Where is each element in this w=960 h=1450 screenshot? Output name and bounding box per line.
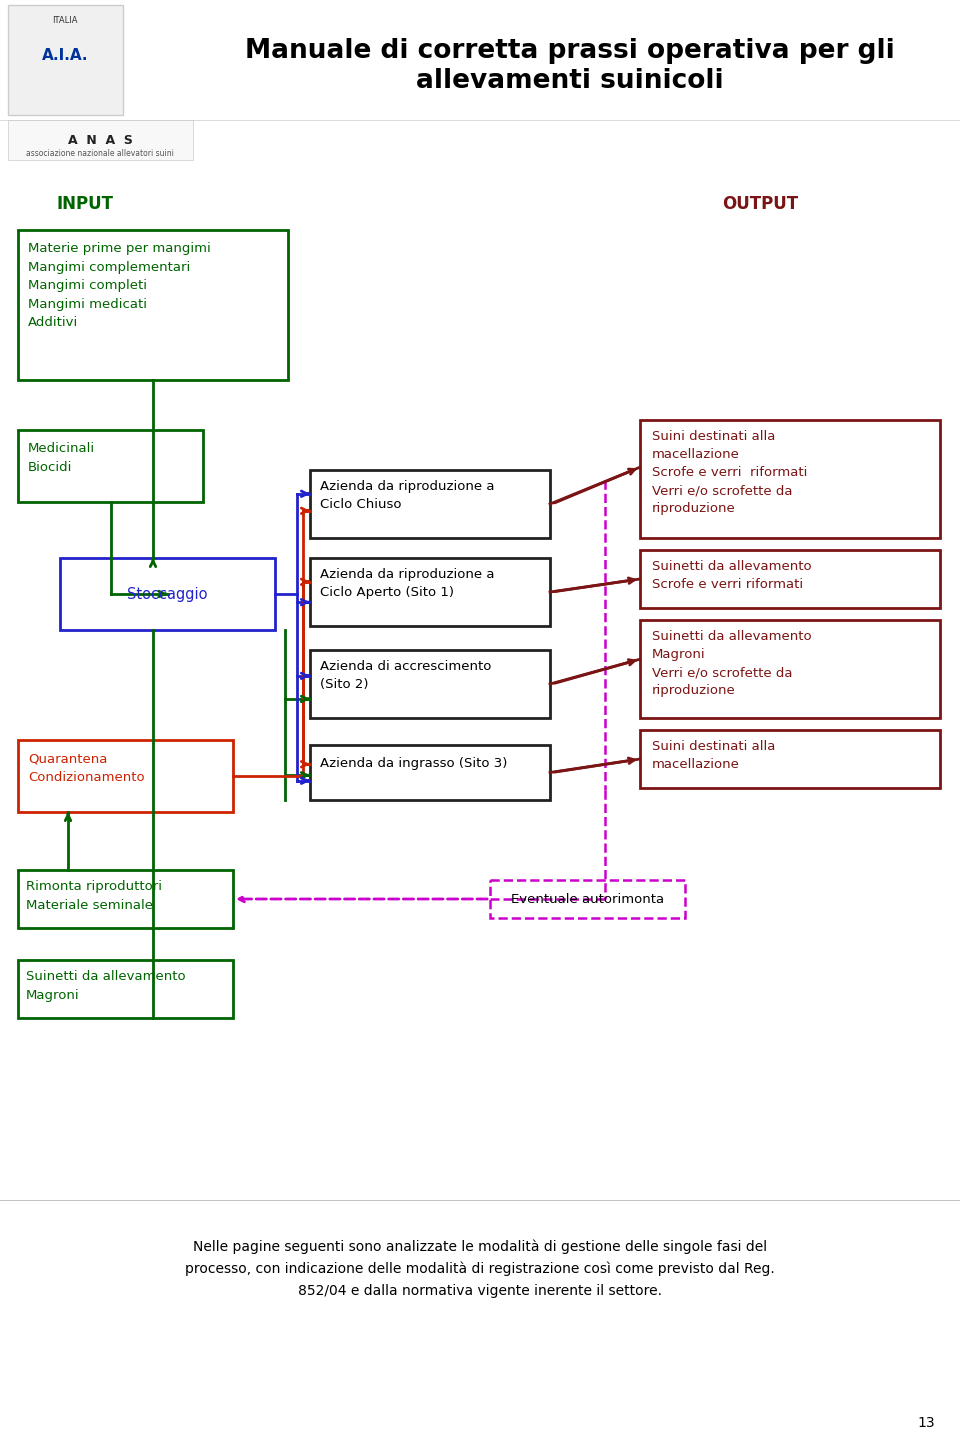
- Text: Medicinali
Biocidi: Medicinali Biocidi: [28, 442, 95, 474]
- Bar: [18, 740, 233, 812]
- Bar: [18, 960, 233, 1018]
- Text: Azienda da ingrasso (Sito 3): Azienda da ingrasso (Sito 3): [320, 757, 508, 770]
- Text: INPUT: INPUT: [57, 194, 113, 213]
- Bar: [18, 231, 288, 380]
- Text: Manuale di corretta prassi operativa per gli: Manuale di corretta prassi operativa per…: [245, 38, 895, 64]
- Text: Nelle pagine seguenti sono analizzate le modalità di gestione delle singole fasi: Nelle pagine seguenti sono analizzate le…: [185, 1240, 775, 1298]
- Bar: [640, 420, 940, 538]
- Bar: [8, 120, 193, 160]
- Text: OUTPUT: OUTPUT: [722, 194, 798, 213]
- Text: Rimonta riproduttori
Materiale seminale: Rimonta riproduttori Materiale seminale: [26, 880, 162, 912]
- Text: Suinetti da allevamento
Magroni
Verri e/o scrofette da
riproduzione: Suinetti da allevamento Magroni Verri e/…: [652, 629, 811, 697]
- Text: Stoccaggio: Stoccaggio: [128, 586, 207, 602]
- Text: Quarantena
Condizionamento: Quarantena Condizionamento: [28, 753, 145, 783]
- Text: Suinetti da allevamento
Magroni: Suinetti da allevamento Magroni: [26, 970, 185, 1002]
- Bar: [490, 880, 685, 918]
- Bar: [640, 621, 940, 718]
- Bar: [18, 431, 203, 502]
- Bar: [310, 745, 550, 800]
- Text: Azienda da riproduzione a
Ciclo Aperto (Sito 1): Azienda da riproduzione a Ciclo Aperto (…: [320, 568, 494, 599]
- Text: Suini destinati alla
macellazione: Suini destinati alla macellazione: [652, 740, 776, 771]
- Text: associazione nazionale allevatori suini: associazione nazionale allevatori suini: [26, 148, 174, 158]
- Bar: [310, 470, 550, 538]
- Text: Azienda da riproduzione a
Ciclo Chiuso: Azienda da riproduzione a Ciclo Chiuso: [320, 480, 494, 510]
- Bar: [310, 558, 550, 626]
- Bar: [18, 870, 233, 928]
- Bar: [640, 729, 940, 787]
- Text: ITALIA: ITALIA: [52, 16, 78, 25]
- Bar: [60, 558, 275, 629]
- Text: A.I.A.: A.I.A.: [41, 48, 88, 62]
- Text: Suinetti da allevamento
Scrofe e verri riformati: Suinetti da allevamento Scrofe e verri r…: [652, 560, 811, 592]
- Text: Azienda di accrescimento
(Sito 2): Azienda di accrescimento (Sito 2): [320, 660, 492, 692]
- Text: Eventuale autorimonta: Eventuale autorimonta: [511, 893, 664, 905]
- Bar: [8, 4, 123, 115]
- Bar: [310, 650, 550, 718]
- Text: allevamenti suinicoli: allevamenti suinicoli: [417, 68, 724, 94]
- Bar: [640, 550, 940, 608]
- Text: A  N  A  S: A N A S: [67, 133, 132, 146]
- Text: Suini destinati alla
macellazione
Scrofe e verri  riformati
Verri e/o scrofette : Suini destinati alla macellazione Scrofe…: [652, 431, 807, 515]
- Text: 13: 13: [918, 1417, 935, 1430]
- Text: Materie prime per mangimi
Mangimi complementari
Mangimi completi
Mangimi medicat: Materie prime per mangimi Mangimi comple…: [28, 242, 211, 329]
